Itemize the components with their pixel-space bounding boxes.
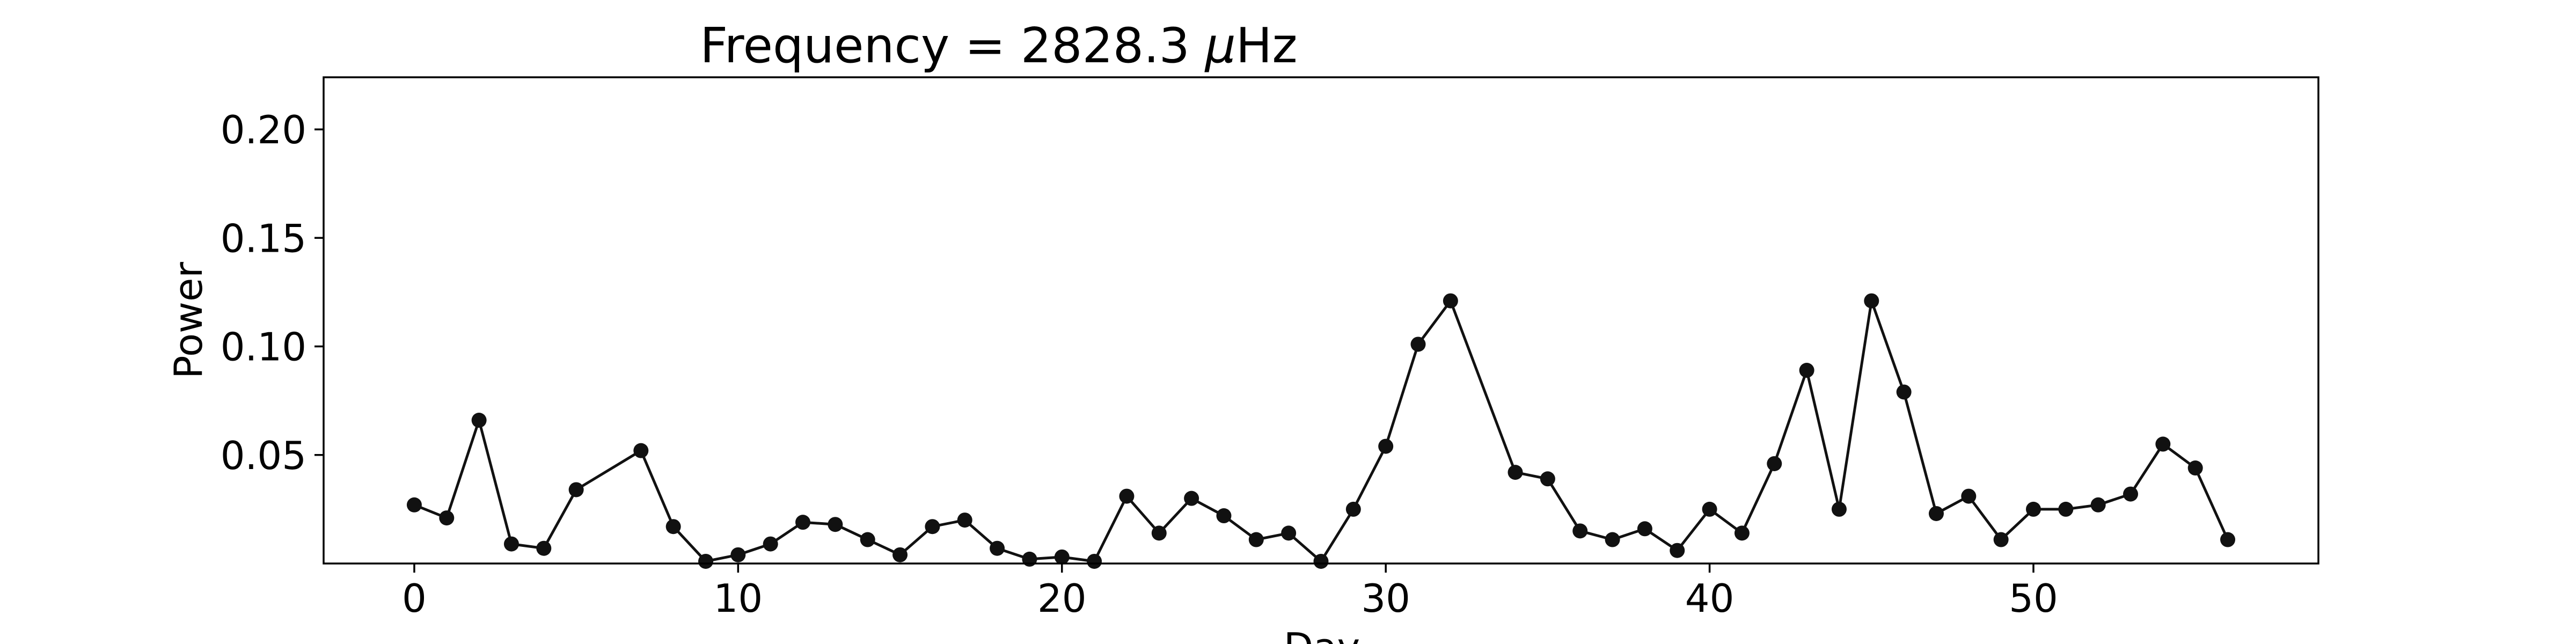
- data-point: [1054, 549, 1070, 565]
- data-point: [1216, 508, 1232, 524]
- data-point: [1313, 553, 1329, 569]
- x-tick-label: 10: [714, 576, 763, 621]
- data-point: [1410, 336, 1426, 352]
- y-tick-label: 0.20: [221, 107, 306, 152]
- data-point: [1248, 532, 1264, 547]
- data-point: [1767, 456, 1782, 471]
- data-point: [1961, 488, 1977, 504]
- data-point: [1119, 488, 1135, 504]
- data-point: [730, 547, 746, 562]
- data-point: [1507, 465, 1523, 480]
- data-point: [1637, 521, 1652, 537]
- data-point: [1670, 543, 1685, 558]
- x-axis-label: Day: [1284, 625, 1360, 644]
- x-tick-label: 20: [1037, 576, 1087, 621]
- data-point: [665, 519, 681, 535]
- data-point: [1540, 471, 1555, 487]
- data-point: [1443, 293, 1458, 309]
- data-point: [1345, 501, 1361, 517]
- y-axis-ticks: 0.05 0.10 0.15 0.20: [221, 107, 324, 478]
- data-point: [536, 540, 552, 556]
- y-tick-label: 0.10: [221, 325, 306, 370]
- data-point: [990, 540, 1005, 556]
- data-point: [1993, 532, 2009, 547]
- data-point: [2123, 486, 2139, 502]
- data-point: [1702, 501, 1717, 517]
- data-point: [568, 482, 584, 497]
- data-point: [698, 553, 714, 569]
- data-point: [1572, 523, 1588, 539]
- series-group: [406, 293, 2236, 569]
- data-point: [439, 510, 455, 526]
- data-point: [1605, 532, 1620, 547]
- data-point: [471, 413, 487, 428]
- data-point: [1734, 525, 1750, 541]
- data-point: [2220, 532, 2236, 547]
- data-point: [1281, 525, 1297, 541]
- y-tick-label: 0.15: [221, 216, 306, 261]
- data-point: [1151, 525, 1167, 541]
- data-point: [925, 519, 940, 535]
- data-point: [860, 532, 875, 547]
- data-point: [795, 515, 811, 530]
- x-axis-ticks: 0 10 20 30 40 50: [402, 564, 2058, 621]
- data-point: [1087, 553, 1102, 569]
- x-tick-label: 40: [1685, 576, 1735, 621]
- x-tick-label: 0: [402, 576, 427, 621]
- y-axis-label: Power: [166, 262, 211, 379]
- data-point: [633, 443, 649, 458]
- y-tick-label: 0.05: [221, 433, 306, 478]
- chart-title: Frequency = 2828.3 μHz: [700, 18, 1297, 74]
- data-point: [503, 536, 519, 552]
- data-point: [2058, 501, 2074, 517]
- data-point: [957, 513, 972, 528]
- data-point: [2187, 460, 2203, 476]
- data-point: [892, 547, 908, 562]
- x-tick-label: 30: [1361, 576, 1410, 621]
- data-point: [1378, 438, 1394, 454]
- data-point: [1184, 491, 1199, 506]
- data-point: [406, 497, 422, 513]
- data-point: [2026, 501, 2041, 517]
- data-point: [1864, 293, 1879, 309]
- plot-area-frame: [323, 76, 2319, 565]
- data-point: [2090, 497, 2106, 513]
- data-point: [1799, 363, 1814, 378]
- data-point: [828, 517, 843, 532]
- x-tick-label: 50: [2009, 576, 2058, 621]
- data-point: [2155, 436, 2171, 452]
- data-point: [1831, 501, 1847, 517]
- data-point: [1928, 506, 1944, 521]
- data-point: [763, 536, 778, 552]
- data-point: [1896, 384, 1912, 400]
